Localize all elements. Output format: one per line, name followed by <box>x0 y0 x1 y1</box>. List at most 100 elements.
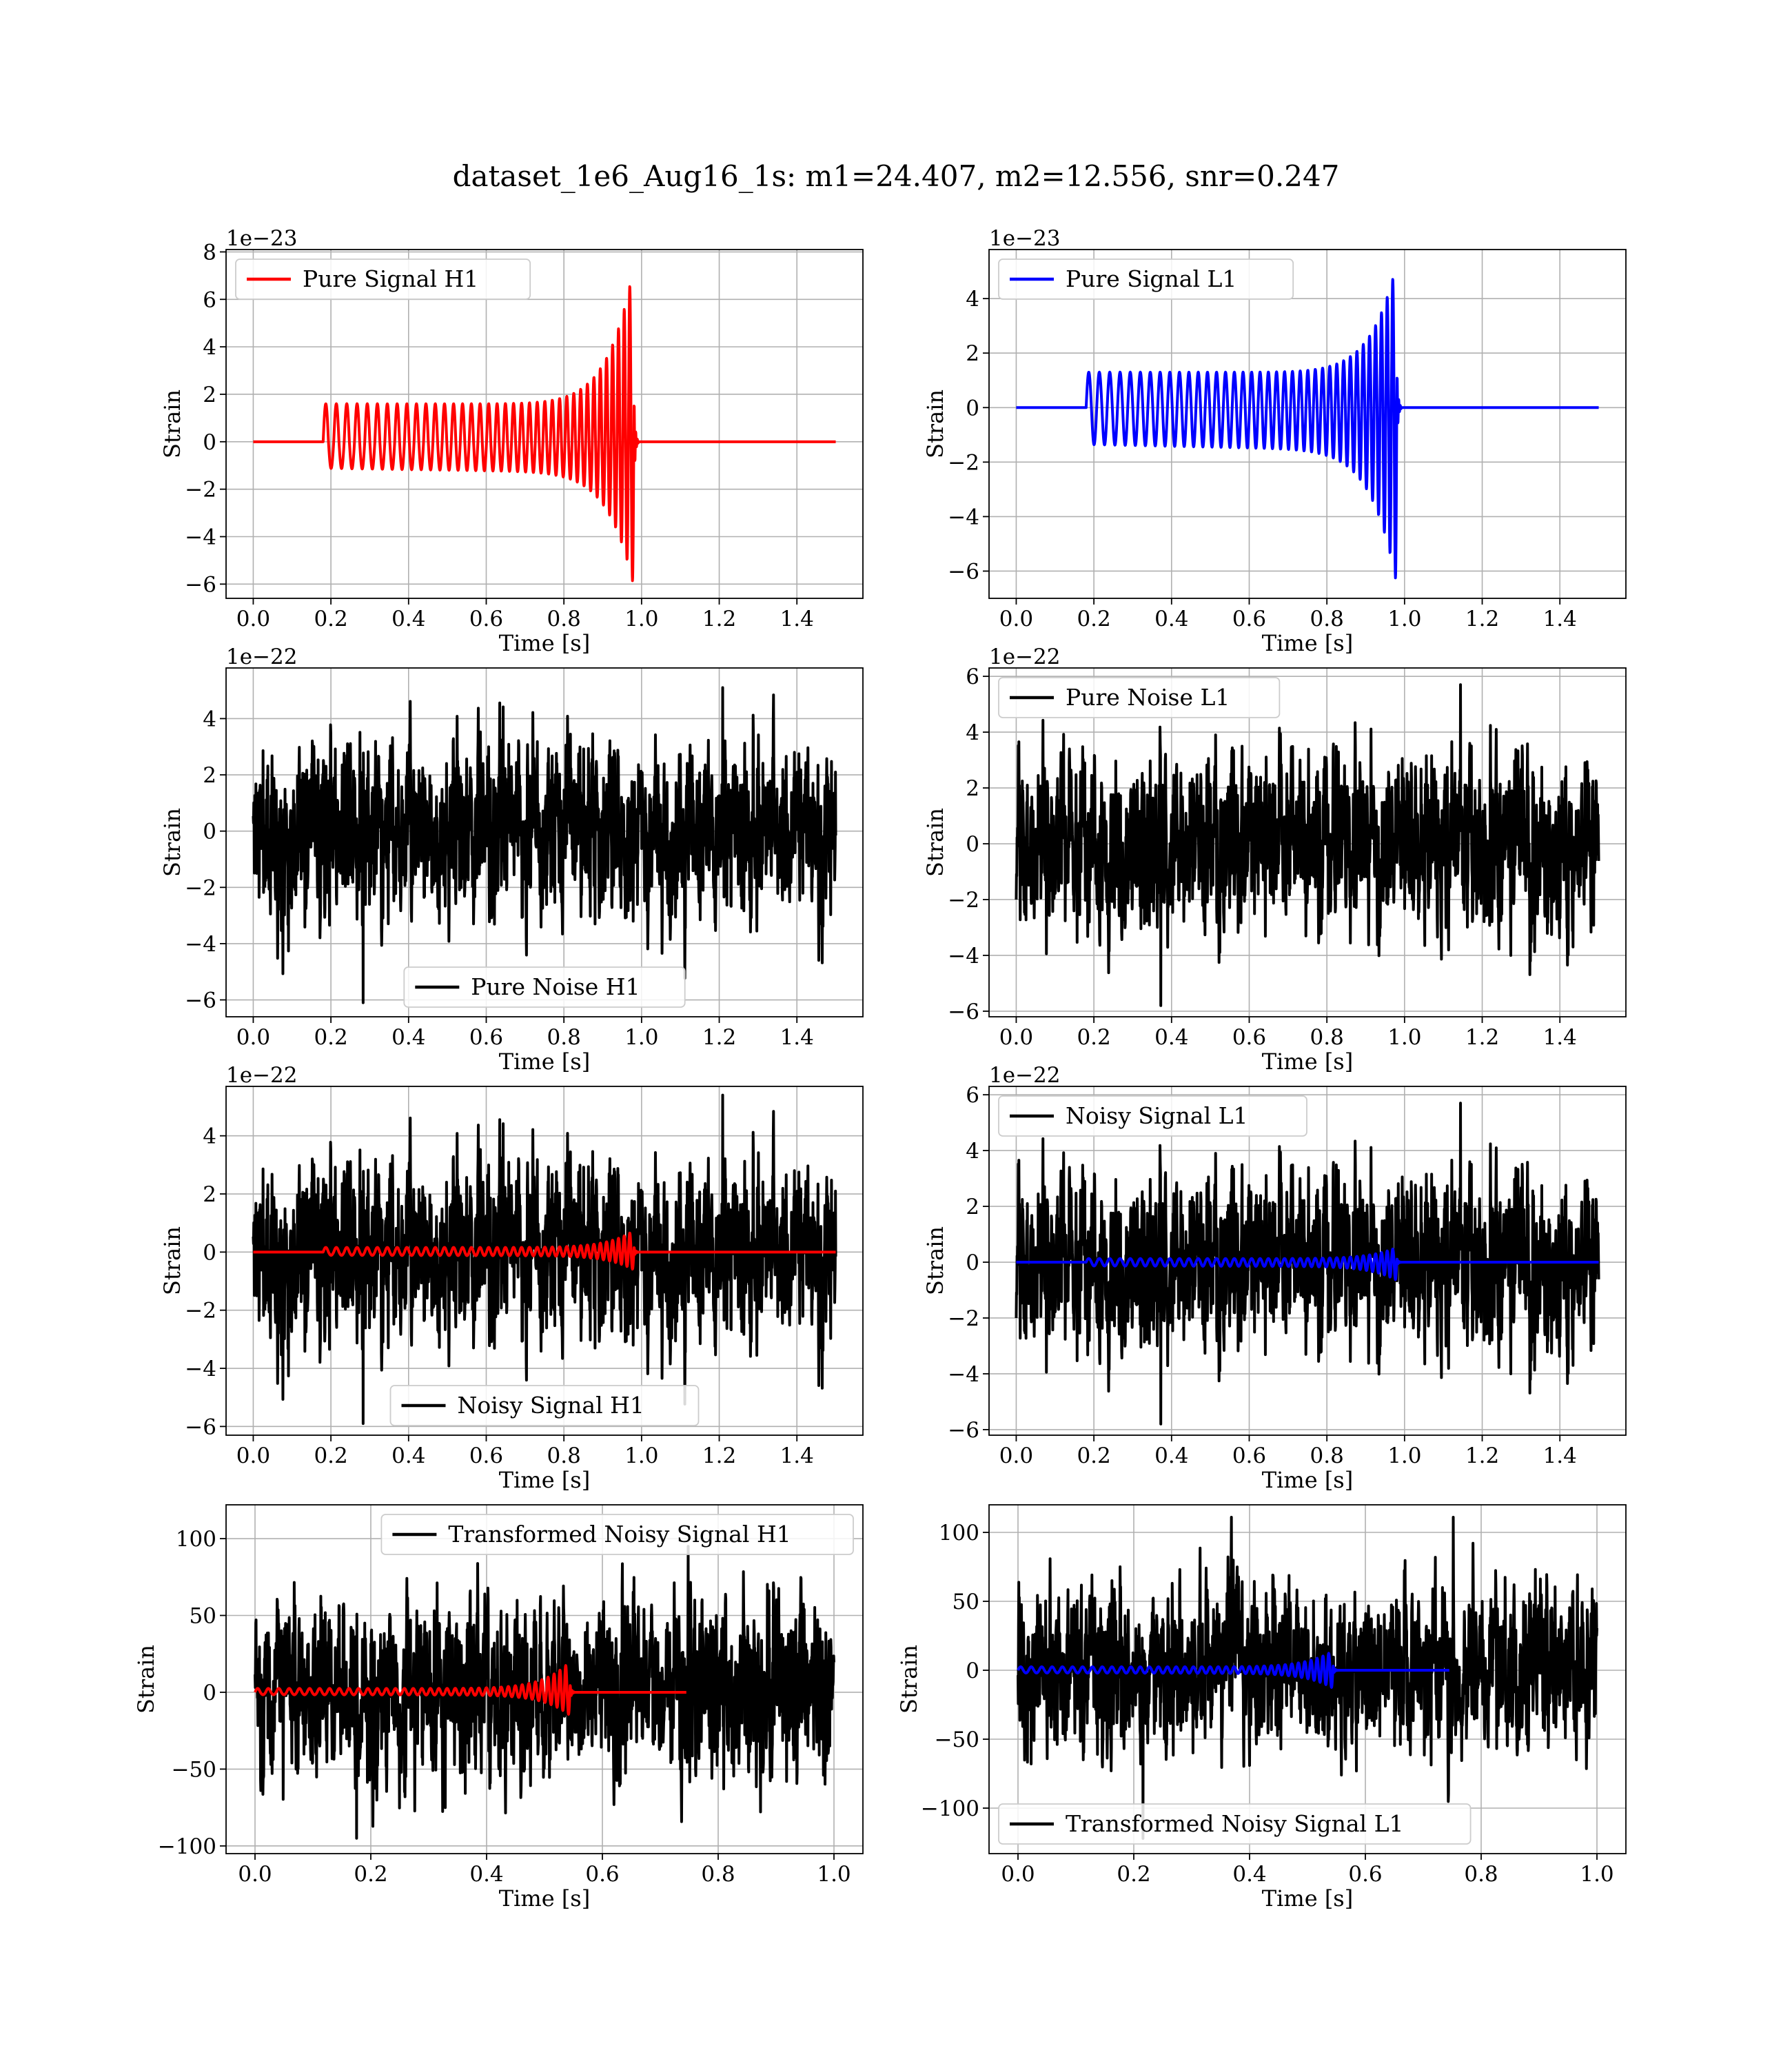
series-line-noise-0 <box>254 1545 835 1840</box>
y-axis-label: Strain <box>159 808 185 877</box>
series-group <box>1015 683 1600 1007</box>
x-tick-label: 0.6 <box>1232 1443 1266 1468</box>
y-axis-label: Strain <box>922 808 948 877</box>
series-group <box>252 1093 837 1426</box>
x-tick-label: 1.4 <box>1543 1443 1577 1468</box>
legend-box <box>998 1803 1472 1845</box>
series-line-noise-0 <box>1017 1516 1598 1840</box>
y-tick-label: 100 <box>939 1521 979 1545</box>
legend-label: Transformed Noisy Signal H1 <box>448 1521 791 1548</box>
legend: Pure Signal L1 <box>998 258 1294 300</box>
y-tick-label: 4 <box>203 707 216 731</box>
x-tick-label: 0.4 <box>391 1443 425 1468</box>
y-tick-label: −2 <box>185 875 216 900</box>
x-axis-label: Time [s] <box>499 630 590 656</box>
subplot-pure-signal-h1: 0.0 0.2 0.4 0.6 0.8 1.0 1.2 1.4 −6 −4 −2 0 2 4 6 8 Time … <box>159 226 864 656</box>
x-tick-label: 0.6 <box>1232 1025 1266 1050</box>
y-offset-text: 1e−23 <box>989 226 1061 251</box>
x-tick-label: 0.2 <box>314 1025 347 1050</box>
x-tick-label: 0.4 <box>391 1025 425 1050</box>
y-tick-label: 0 <box>966 396 979 420</box>
legend: Pure Noise H1 <box>403 966 686 1008</box>
y-tick-label: 2 <box>966 1195 979 1219</box>
y-tick-label: −4 <box>948 1362 979 1387</box>
x-tick-label: 0.0 <box>238 1862 272 1887</box>
series-line-noise-0 <box>252 1093 837 1426</box>
x-tick-label: 1.0 <box>624 1443 658 1468</box>
legend-box <box>998 677 1281 718</box>
y-tick-label: −2 <box>948 888 979 913</box>
x-tick-label: 0.8 <box>1310 1025 1344 1050</box>
series-line-chirp-1 <box>1016 1247 1600 1281</box>
legend: Pure Noise L1 <box>998 677 1281 718</box>
y-tick-label: −4 <box>948 944 979 969</box>
axes-frame <box>225 1086 864 1436</box>
axes-frame <box>225 1504 864 1854</box>
x-axis-label: Time [s] <box>499 1467 590 1493</box>
y-tick-label: 4 <box>203 1124 216 1149</box>
axes-frame <box>225 667 864 1017</box>
y-tick-label: 0 <box>966 832 979 857</box>
subplot-noisy-signal-h1: 0.0 0.2 0.4 0.6 0.8 1.0 1.2 1.4 −6 −4 −2 0 2 4 Time [s… <box>159 1063 864 1493</box>
y-tick-label: 6 <box>966 665 979 689</box>
legend-label: Transformed Noisy Signal L1 <box>1066 1810 1403 1837</box>
x-tick-label: 1.0 <box>817 1862 851 1887</box>
y-tick-label: −6 <box>948 1000 979 1024</box>
x-tick-label: 0.8 <box>547 1025 581 1050</box>
x-tick-label: 0.8 <box>1464 1862 1498 1887</box>
y-tick-label: 0 <box>966 1659 979 1683</box>
subplot-noisy-signal-l1: 0.0 0.2 0.4 0.6 0.8 1.0 1.2 1.4 −6 −4 −2 0 2 4 6 Time [… <box>922 1063 1627 1493</box>
legend-box <box>403 966 686 1008</box>
series-line-noise-0 <box>252 686 837 1004</box>
x-tick-label: 1.0 <box>1387 1443 1421 1468</box>
y-tick-label: 2 <box>203 383 216 407</box>
y-axis-label: Strain <box>159 389 185 458</box>
series-group <box>254 1545 835 1840</box>
x-tick-label: 0.4 <box>391 607 425 631</box>
series-group <box>253 285 837 582</box>
x-tick-label: 0.2 <box>1077 1025 1110 1050</box>
x-tick-label: 1.0 <box>1387 607 1421 631</box>
y-axis-label: Strain <box>133 1645 159 1714</box>
axes-frame <box>988 667 1627 1017</box>
series-line-chirp-1 <box>254 1664 688 1716</box>
x-tick-label: 1.0 <box>1580 1862 1613 1887</box>
legend: Transformed Noisy Signal L1 <box>998 1803 1472 1845</box>
subplot-pure-noise-h1: 0.0 0.2 0.4 0.6 0.8 1.0 1.2 1.4 −6 −4 −2 0 2 4 Time [s… <box>159 645 864 1075</box>
x-axis-label: Time [s] <box>499 1048 590 1075</box>
x-tick-label: 0.0 <box>236 1025 270 1050</box>
series-group <box>1016 278 1600 580</box>
subplot-pure-signal-l1: 0.0 0.2 0.4 0.6 0.8 1.0 1.2 1.4 −6 −4 −2 0 2 4 Time [s… <box>922 226 1627 656</box>
x-tick-label: 1.2 <box>702 1443 736 1468</box>
legend-box <box>380 1514 854 1555</box>
y-offset-text: 1e−22 <box>989 1063 1061 1088</box>
x-tick-label: 0.4 <box>1154 1443 1188 1468</box>
series-line-chirp-0 <box>253 285 837 582</box>
x-tick-label: 0.2 <box>314 1443 347 1468</box>
x-tick-label: 1.4 <box>780 1025 814 1050</box>
x-tick-label: 1.4 <box>1543 607 1577 631</box>
y-tick-label: 0 <box>203 1681 216 1705</box>
legend-box <box>998 258 1294 300</box>
y-tick-label: 2 <box>203 1182 216 1207</box>
x-tick-label: 0.2 <box>1117 1862 1150 1887</box>
series-line-noise-0 <box>1015 683 1600 1007</box>
y-tick-label: −4 <box>948 505 979 529</box>
axes-frame <box>988 249 1627 599</box>
y-tick-label: 50 <box>953 1590 979 1614</box>
x-tick-label: 1.0 <box>1387 1025 1421 1050</box>
y-tick-label: 50 <box>190 1603 216 1628</box>
x-axis-label: Time [s] <box>1262 630 1353 656</box>
legend-box <box>235 258 531 300</box>
y-axis-label: Strain <box>922 389 948 458</box>
y-tick-label: 2 <box>203 763 216 788</box>
x-tick-label: 0.8 <box>547 1443 581 1468</box>
y-offset-text: 1e−22 <box>226 1063 298 1088</box>
y-offset-text: 1e−22 <box>226 645 298 669</box>
y-axis-label: Strain <box>159 1226 185 1295</box>
axes-frame <box>988 1086 1627 1436</box>
y-tick-label: 0 <box>203 430 216 455</box>
x-tick-label: 0.8 <box>1310 607 1344 631</box>
legend-label: Pure Noise H1 <box>471 973 640 1000</box>
